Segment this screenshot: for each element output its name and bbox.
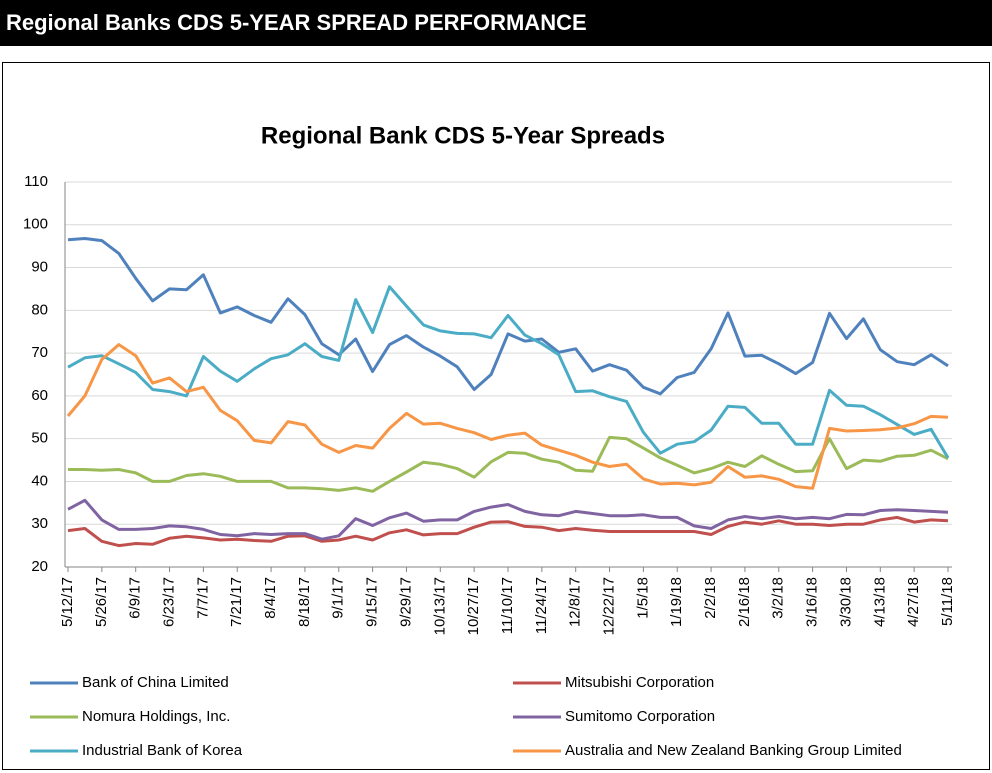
series-line	[68, 435, 949, 493]
series-line	[67, 285, 950, 459]
series-line	[67, 515, 949, 548]
series-line	[67, 237, 949, 396]
x-tick-label: 6/9/17	[127, 577, 144, 619]
x-tick-label: 5/12/17	[59, 577, 76, 627]
y-tick-label: 50	[31, 430, 48, 447]
x-tick-label: 3/16/18	[804, 577, 821, 627]
y-tick-label: 30	[31, 515, 48, 532]
x-tick-label: 8/18/17	[296, 577, 313, 627]
series-line	[66, 343, 949, 490]
x-tick-label: 12/8/17	[567, 577, 584, 627]
y-tick-label: 20	[31, 558, 48, 575]
x-tick-label: 2/2/18	[702, 577, 719, 619]
x-tick-label: 5/11/18	[939, 577, 956, 626]
x-tick-label: 4/27/18	[905, 577, 922, 627]
legend-label: Mitsubishi Corporation	[565, 674, 714, 691]
y-tick-label: 80	[31, 301, 48, 318]
legend-label: Bank of China Limited	[82, 674, 229, 691]
y-tick-label: 60	[31, 387, 48, 404]
x-tick-label: 2/16/18	[736, 577, 753, 627]
y-tick-label: 70	[31, 344, 48, 361]
x-tick-label: 9/1/17	[330, 577, 347, 619]
x-tick-label: 12/22/17	[601, 577, 618, 635]
legend-label: Sumitomo Corporation	[565, 708, 715, 725]
x-tick-label: 5/26/17	[93, 577, 110, 627]
x-tick-label: 10/13/17	[431, 577, 448, 635]
x-tick-label: 11/24/17	[533, 577, 550, 634]
x-tick-label: 9/29/17	[397, 577, 414, 627]
chart-frame	[2, 62, 990, 770]
x-tick-label: 1/5/18	[634, 577, 651, 619]
chart-title: Regional Bank CDS 5-Year Spreads	[261, 122, 665, 149]
series-line	[67, 498, 949, 541]
banner-title: Regional Banks CDS 5-YEAR SPREAD PERFORM…	[0, 0, 992, 46]
legend-label: Nomura Holdings, Inc.	[82, 708, 230, 725]
x-tick-label: 3/30/18	[837, 577, 854, 627]
y-tick-label: 40	[31, 472, 48, 489]
legend-label: Industrial Bank of Korea	[82, 742, 243, 759]
x-tick-label: 11/10/17	[499, 577, 516, 634]
x-tick-label: 3/2/18	[770, 577, 787, 619]
x-tick-label: 1/19/18	[668, 577, 685, 627]
x-tick-label: 6/23/17	[161, 577, 178, 627]
x-tick-label: 7/21/17	[228, 577, 245, 627]
y-tick-label: 100	[23, 216, 48, 233]
x-tick-label: 7/7/17	[194, 577, 211, 619]
legend-label: Australia and New Zealand Banking Group …	[565, 742, 902, 759]
y-tick-label: 110	[24, 173, 48, 190]
y-tick-label: 90	[31, 259, 48, 276]
x-tick-label: 8/4/17	[262, 577, 279, 619]
x-tick-label: 4/13/18	[871, 577, 888, 627]
x-tick-label: 9/15/17	[364, 577, 381, 627]
x-tick-label: 10/27/17	[465, 577, 482, 635]
